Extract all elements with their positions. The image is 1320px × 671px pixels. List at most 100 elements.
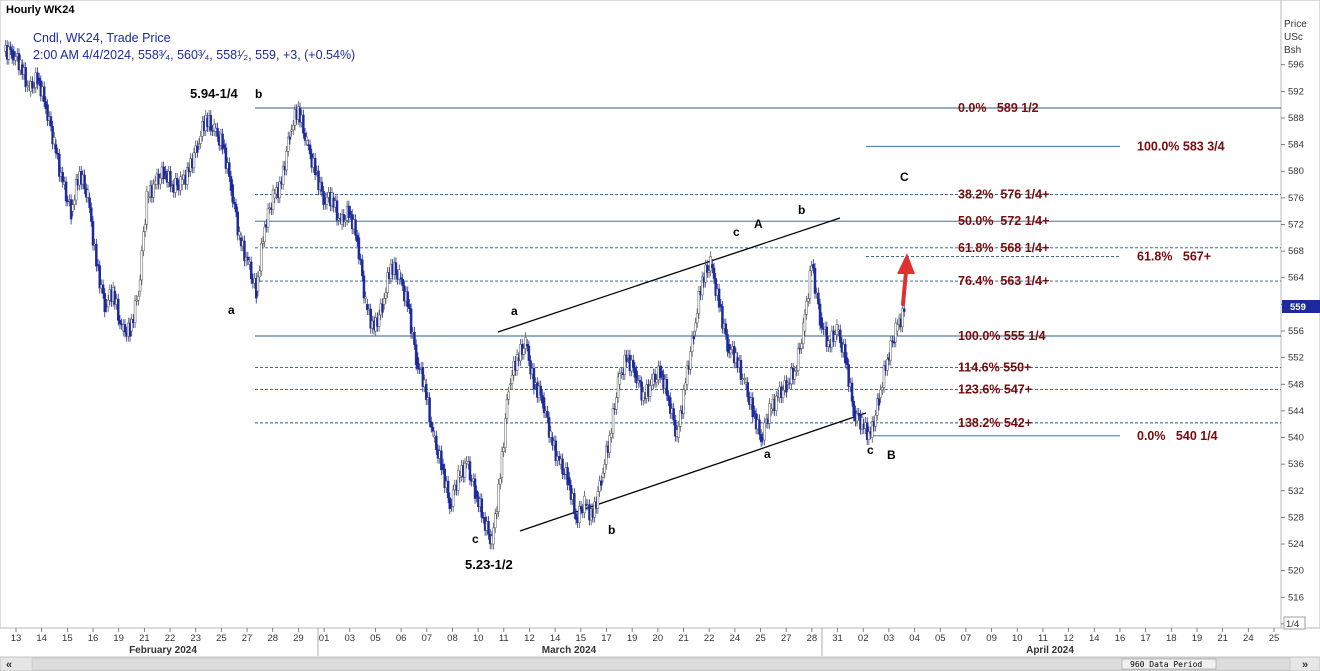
fraction-box[interactable]: 1/4 [1283,616,1306,630]
candle-body [769,408,773,412]
candle-body [692,335,696,340]
scroll-right-icon[interactable]: » [1302,659,1308,671]
candle-body [46,104,49,121]
candle-body [549,430,553,438]
scroll-left-icon[interactable]: « [6,659,12,671]
y-tick-label: 548 [1288,379,1304,390]
y-tick-label: 516 [1288,592,1304,603]
candle-body [795,370,798,372]
candle-body [653,373,657,383]
candle-body [216,127,219,137]
wave-label: b [255,87,262,101]
trend-channel [497,217,867,532]
candle-body [113,290,117,305]
candle-body [305,136,308,141]
x-tick-label: 10 [1012,633,1023,644]
y-tick-label: 592 [1288,86,1304,97]
candle-body [825,326,829,347]
candle-body [480,498,484,518]
candle-body [423,379,426,388]
candle-body [833,334,837,342]
y-tick-label: 520 [1288,566,1304,577]
x-tick-label: 17 [1140,633,1151,644]
candle-body [394,262,398,275]
candle-body [495,511,499,515]
candle-body [598,480,601,492]
scrollbar-thumb[interactable] [31,657,1291,671]
candle-body [796,347,800,371]
x-tick-label: 13 [11,633,22,644]
candle-body [596,491,600,509]
wave-label: C [900,170,909,184]
candle-body [812,264,815,269]
month-label: April 2024 [1026,645,1074,656]
candle-body [103,293,107,313]
y-tick-label: 568 [1288,246,1304,257]
candle-body [290,129,293,132]
candle-body [118,320,122,325]
x-tick-label: 19 [113,633,124,644]
axis-unit-price: Price [1284,19,1307,30]
candle-body [408,304,411,309]
candle-body [174,178,177,193]
candle-body [515,354,519,371]
candle-body [130,319,133,332]
price-axis-panel[interactable] [1280,0,1320,629]
candle-body [706,264,709,273]
candle-body [42,86,46,102]
candle-body [138,279,142,292]
x-tick-label: 15 [576,633,587,644]
candle-body [317,170,320,191]
x-tick-label: 03 [344,633,355,644]
x-tick-label: 09 [986,633,997,644]
x-tick-label: 07 [961,633,972,644]
candle-body [608,435,611,453]
candle-body [758,419,761,435]
candle-body [500,451,504,478]
candle-body [9,46,12,50]
x-tick-label: 24 [1243,633,1254,644]
x-tick-label: 03 [884,633,895,644]
candle-body [258,270,261,278]
candle-body [362,275,366,299]
candle-body [261,241,265,244]
candle-body [689,351,692,370]
x-tick-label: 20 [653,633,664,644]
candle-body [727,344,731,354]
candle-body [726,334,729,352]
candle-body [66,200,69,203]
candle-body [416,357,420,369]
candle-body [902,308,906,312]
x-tick-label: 11 [1038,633,1048,644]
candle-body [793,371,797,380]
fib-label: 114.6% 550+ [958,361,1031,375]
candle-body [169,171,172,188]
y-tick-label: 524 [1288,539,1304,550]
candle-body [137,295,140,301]
candle-body [249,261,253,280]
candle-body [382,298,386,305]
candle-body [499,478,502,485]
candle-body [785,380,788,393]
candle-body [818,303,822,326]
candle-body [510,375,514,384]
candle-body [502,447,505,453]
candle-body [860,417,864,430]
candle-body [623,354,627,376]
candle-body [192,152,196,169]
candle-body [881,387,884,391]
candle-body [493,513,497,529]
channel-lower [519,412,867,532]
y-tick-label: 556 [1288,326,1304,337]
y-tick-label: 572 [1288,219,1304,230]
candle-body [414,344,418,366]
candle-body [805,300,808,315]
candle-body [901,308,904,328]
axis-unit-usc: USc [1284,32,1303,43]
candle-body [456,470,460,491]
x-tick-label: 01 [319,633,330,644]
candle-body [140,250,144,281]
x-tick-label: 27 [242,633,253,644]
